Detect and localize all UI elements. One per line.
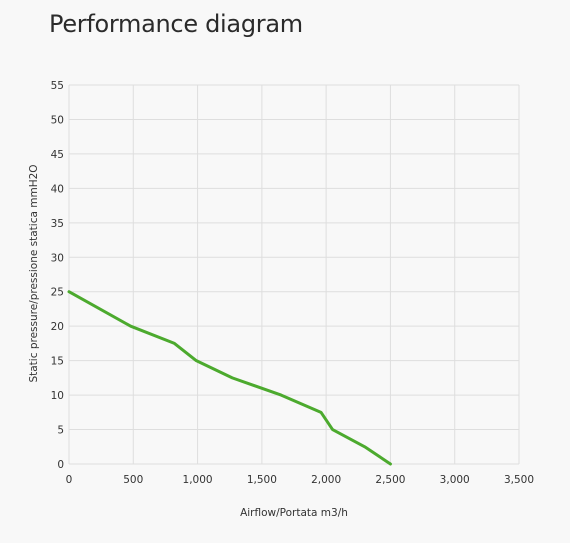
- x-tick-label: 2,500: [375, 474, 405, 486]
- x-tick-label: 500: [123, 474, 143, 486]
- x-tick-label: 1,000: [183, 474, 213, 486]
- y-tick-label: 10: [51, 390, 64, 402]
- chart-series: [67, 290, 392, 466]
- y-tick-label: 40: [51, 183, 64, 195]
- y-axis-ticks: 0 5 10 15 20 25 30 35 40 45 50 55: [51, 80, 64, 471]
- x-axis-label: Airflow/Portata m3/h: [240, 507, 348, 519]
- chart-grid: [68, 84, 520, 465]
- y-tick-label: 45: [51, 149, 64, 161]
- y-tick-label: 15: [51, 356, 64, 368]
- y-axis-label: Static pressure/pressione statica mmH2O: [28, 164, 40, 382]
- y-tick-label: 25: [51, 287, 64, 299]
- x-tick-label: 2,000: [311, 474, 341, 486]
- series-line: [67, 290, 392, 466]
- y-tick-label: 0: [57, 459, 64, 471]
- y-tick-label: 30: [51, 252, 64, 264]
- x-axis-ticks: 0 500 1,000 1,500 2,000 2,500 3,000 3,500: [66, 474, 534, 486]
- y-tick-label: 35: [51, 218, 64, 230]
- page-title: Performance diagram: [49, 10, 303, 38]
- x-tick-label: 1,500: [247, 474, 277, 486]
- y-tick-label: 55: [51, 80, 64, 92]
- x-tick-label: 3,000: [440, 474, 470, 486]
- x-tick-label: 3,500: [504, 474, 534, 486]
- x-tick-label: 0: [66, 474, 73, 486]
- y-tick-label: 20: [51, 321, 64, 333]
- y-tick-label: 5: [57, 425, 64, 437]
- y-tick-label: 50: [51, 114, 64, 126]
